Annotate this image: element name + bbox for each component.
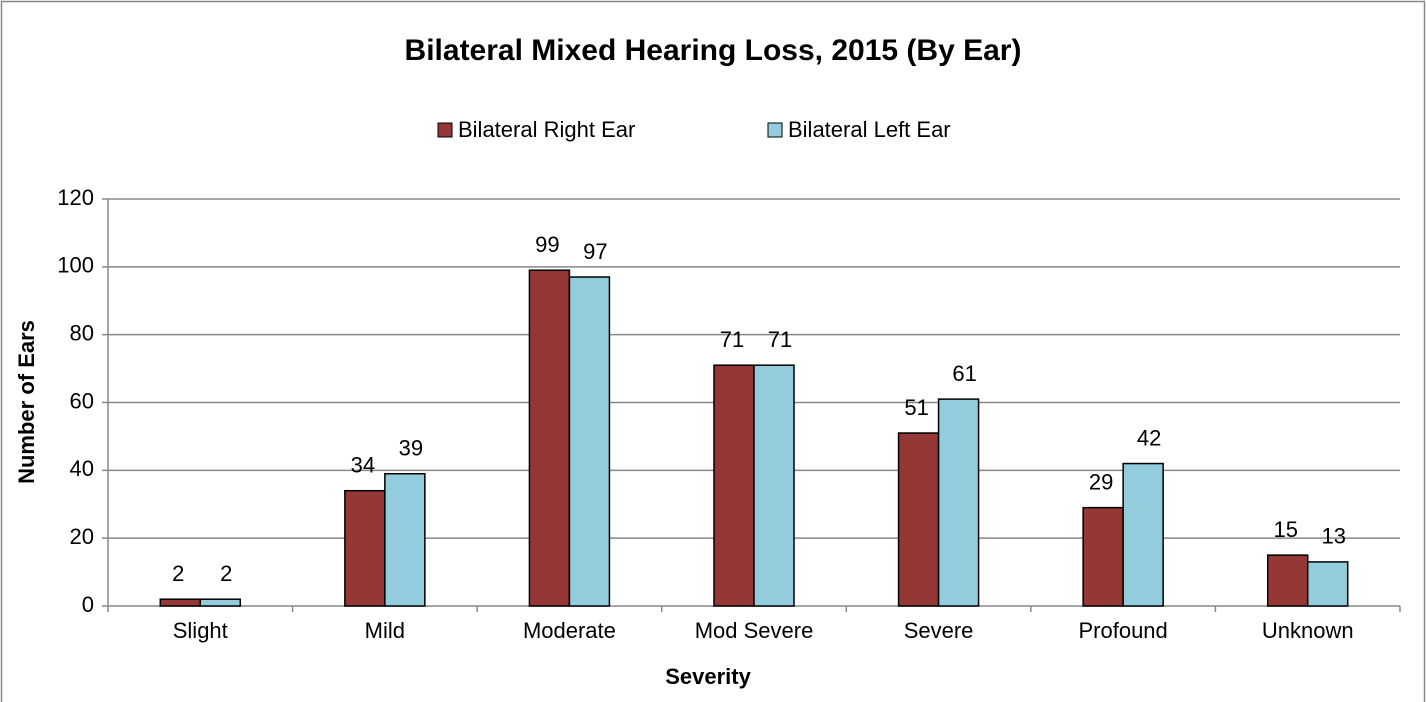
x-axis-label: Severity <box>665 664 751 689</box>
legend-swatch <box>437 122 453 138</box>
bar <box>937 398 980 607</box>
legend-label: Bilateral Right Ear <box>458 117 635 142</box>
y-tick-label: 0 <box>82 592 94 617</box>
data-label: 29 <box>1089 469 1113 494</box>
data-label: 51 <box>904 395 928 420</box>
bar <box>1082 506 1124 607</box>
data-label: 2 <box>172 561 184 586</box>
data-label: 2 <box>220 561 232 586</box>
y-axis-label: Number of Ears <box>14 320 39 484</box>
y-tick-label: 40 <box>70 456 94 481</box>
data-label: 97 <box>583 239 607 264</box>
bar <box>1122 462 1164 607</box>
data-label: 13 <box>1321 524 1345 549</box>
bar <box>528 269 571 607</box>
data-label: 61 <box>952 361 976 386</box>
data-label: 34 <box>351 452 375 477</box>
data-label: 39 <box>399 436 423 461</box>
bar <box>713 364 755 607</box>
y-tick-label: 100 <box>57 253 94 278</box>
y-tick-label: 80 <box>70 320 94 345</box>
x-tick-label: Mild <box>365 618 405 643</box>
data-label: 71 <box>768 327 792 352</box>
bar <box>159 598 202 607</box>
bar <box>344 489 386 607</box>
data-label: 42 <box>1137 425 1161 450</box>
y-tick-label: 20 <box>70 524 94 549</box>
x-tick-label: Moderate <box>523 618 616 643</box>
bar <box>568 276 611 607</box>
bar <box>199 598 242 607</box>
legend-label: Bilateral Left Ear <box>788 117 951 142</box>
bar <box>1306 561 1349 607</box>
data-label: 99 <box>535 232 559 257</box>
chart-title: Bilateral Mixed Hearing Loss, 2015 (By E… <box>405 34 1022 67</box>
x-tick-label: Severe <box>904 618 974 643</box>
bar <box>1266 554 1309 607</box>
bar <box>897 432 940 607</box>
legend-swatch <box>767 122 783 138</box>
x-tick-label: Mod Severe <box>695 618 814 643</box>
x-tick-label: Slight <box>173 618 228 643</box>
x-tick-label: Profound <box>1078 618 1167 643</box>
data-label: 71 <box>720 327 744 352</box>
data-label: 15 <box>1273 517 1297 542</box>
y-tick-label: 60 <box>70 388 94 413</box>
y-tick-label: 120 <box>57 185 94 210</box>
bar <box>753 364 795 607</box>
bar <box>384 472 426 607</box>
x-tick-label: Unknown <box>1262 618 1354 643</box>
